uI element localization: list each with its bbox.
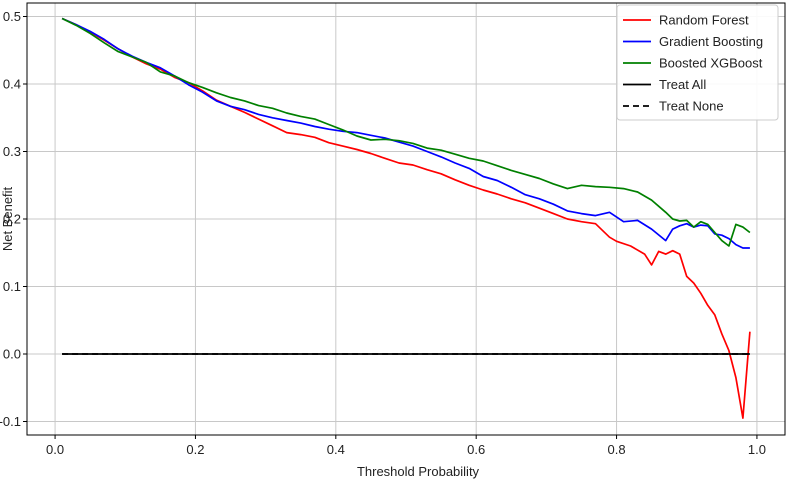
y-tick-label: 0.0 [3,347,21,362]
y-tick-label: 0.2 [3,212,21,227]
y-axis-ticks: -0.1 0.0 0.1 0.2 0.3 0.4 0.5 [0,9,27,429]
y-tick-label: 0.4 [3,77,21,92]
legend-label-treat-all: Treat All [659,77,706,92]
legend-label-treat-none: Treat None [659,99,724,114]
x-tick-label: 1.0 [748,442,766,457]
x-tick-label: 0.4 [327,442,345,457]
x-tick-label: 0.6 [467,442,485,457]
series-line-random-forest [61,17,751,419]
x-tick-label: 0.0 [46,442,64,457]
legend-box [616,4,779,121]
y-tick-label: 0.5 [3,9,21,24]
y-tick-label: 0.1 [3,279,21,294]
legend-label-random-forest: Random Forest [659,13,749,28]
x-axis-label: Threshold Probability [357,464,480,479]
series-line-boosted-xgboost [61,17,751,247]
series-line-gradient-boosting [61,17,750,249]
y-axis-label: Net Benefit [0,186,15,251]
y-tick-label: 0.3 [3,144,21,159]
series-layer [61,17,751,419]
x-tick-label: 0.2 [186,442,204,457]
x-axis-ticks: 0.0 0.2 0.4 0.6 0.8 1.0 [46,435,766,457]
y-tick-label: -0.1 [0,414,21,429]
legend-label-gradient-boosting: Gradient Boosting [659,34,763,49]
legend: Random Forest Gradient Boosting Boosted XG… [616,4,779,121]
x-tick-label: 0.8 [608,442,626,457]
legend-label-boosted-xgboost: Boosted XGBoost [659,56,763,71]
